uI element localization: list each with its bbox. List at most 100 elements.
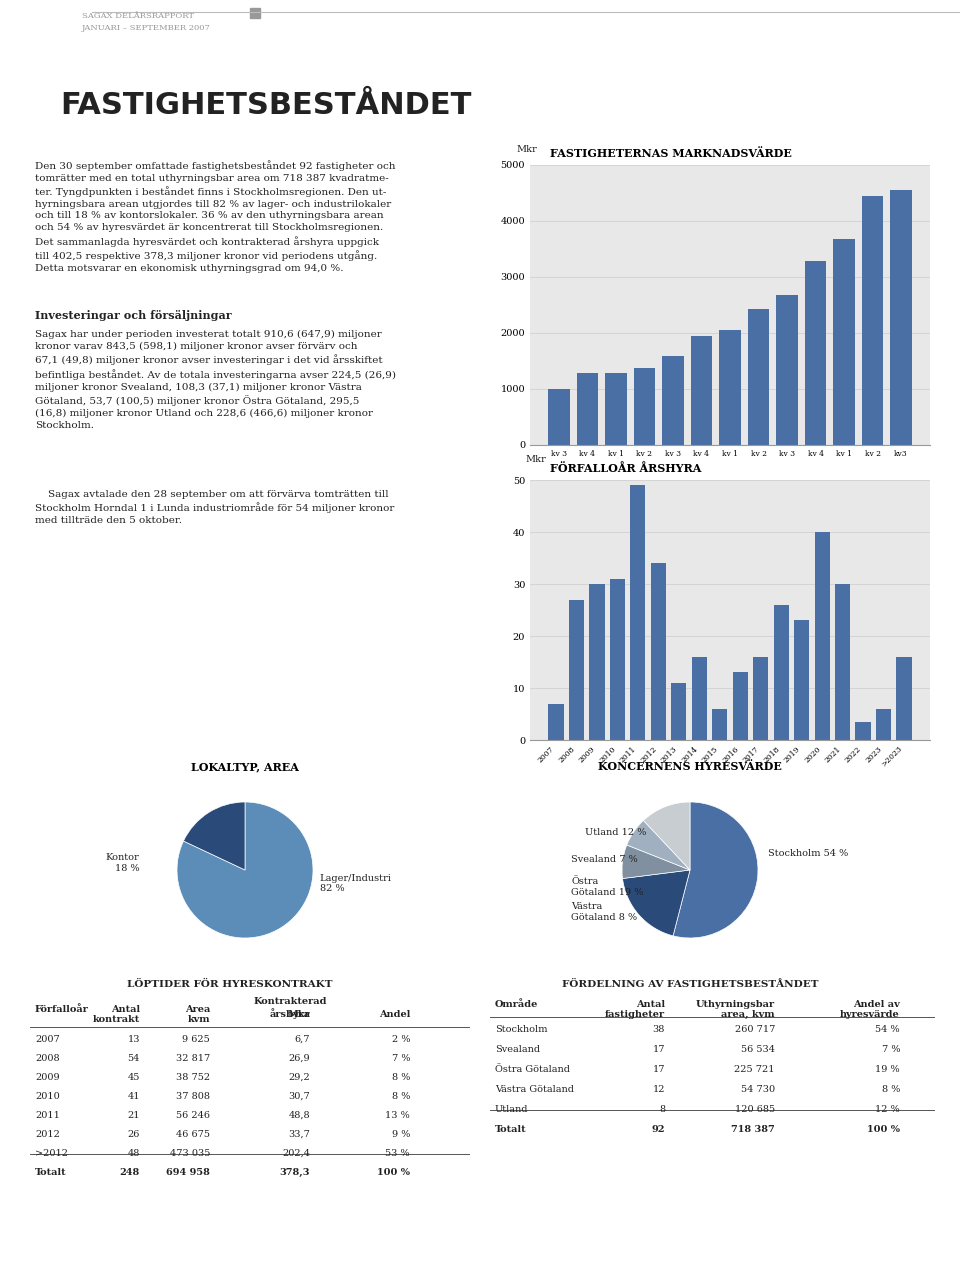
Text: Mkr: Mkr [287, 1010, 310, 1019]
Text: 38: 38 [653, 1026, 665, 1034]
Bar [891, 190, 912, 445]
Text: 13 %: 13 % [385, 1111, 410, 1120]
Title: KONCERNENS HYRESVÄRDE: KONCERNENS HYRESVÄRDE [598, 762, 782, 772]
Text: Östra
Götaland 19 %: Östra Götaland 19 % [571, 878, 643, 897]
Text: 54: 54 [128, 1054, 140, 1063]
Text: Den 30 september omfattade fastighetsbeståndet 92 fastigheter och
tomrätter med : Den 30 september omfattade fastighetsbes… [35, 161, 396, 273]
Text: 225 721: 225 721 [734, 1065, 775, 1074]
Text: 38 752: 38 752 [176, 1073, 210, 1082]
Text: Area
kvm: Area kvm [184, 1005, 210, 1024]
Text: Västra Götaland: Västra Götaland [495, 1085, 574, 1094]
Bar [814, 533, 829, 740]
Text: Västra
Götaland 8 %: Västra Götaland 8 % [571, 902, 637, 922]
Bar [634, 368, 655, 445]
Text: Svealand: Svealand [495, 1045, 540, 1054]
Bar [671, 683, 686, 740]
Bar [630, 485, 645, 740]
Wedge shape [622, 870, 690, 936]
Text: SAGAX DELÅRSRAPPORT: SAGAX DELÅRSRAPPORT [82, 11, 194, 20]
Text: 260 717: 260 717 [734, 1026, 775, 1034]
Text: Östra Götaland: Östra Götaland [495, 1065, 570, 1074]
Title: LOKALTYP, AREA: LOKALTYP, AREA [191, 762, 299, 772]
Text: 2008: 2008 [35, 1054, 60, 1063]
Text: 2007: 2007 [846, 489, 871, 499]
Text: 45: 45 [128, 1073, 140, 1082]
Bar [568, 600, 584, 740]
Wedge shape [627, 820, 690, 870]
Text: Totalt: Totalt [495, 1125, 527, 1134]
Text: 37 808: 37 808 [176, 1092, 210, 1101]
Text: 56 534: 56 534 [741, 1045, 775, 1054]
Bar [855, 722, 871, 740]
Text: Stockholm 54 %: Stockholm 54 % [768, 848, 849, 857]
Text: Svealand 7 %: Svealand 7 % [571, 855, 637, 864]
Bar [712, 708, 728, 740]
Wedge shape [183, 803, 245, 870]
Bar [250, 8, 260, 18]
Bar [691, 657, 707, 740]
Bar [651, 563, 666, 740]
Text: 2011: 2011 [35, 1111, 60, 1120]
Bar [732, 673, 748, 740]
Text: 17: 17 [653, 1045, 665, 1054]
Text: 100 %: 100 % [867, 1125, 900, 1134]
Text: Investeringar och försäljningar: Investeringar och försäljningar [35, 310, 231, 321]
Text: 54 %: 54 % [876, 1026, 900, 1034]
Text: 378,3: 378,3 [279, 1168, 310, 1177]
Bar [589, 583, 605, 740]
Text: Mkr: Mkr [516, 145, 537, 154]
Text: 30,7: 30,7 [288, 1092, 310, 1101]
Text: 8: 8 [659, 1105, 665, 1113]
Text: Sagax har under perioden investerat totalt 910,6 (647,9) miljoner
kronor varav 8: Sagax har under perioden investerat tota… [35, 330, 396, 429]
Text: 2012: 2012 [35, 1130, 60, 1139]
Text: Lager/Industri
82 %: Lager/Industri 82 % [320, 874, 392, 893]
Text: 2005: 2005 [618, 489, 642, 499]
Bar [804, 261, 827, 445]
Bar [777, 294, 798, 445]
Text: FASTIGHETSBESTÅNDET: FASTIGHETSBESTÅNDET [60, 90, 471, 120]
Text: JANUARI – SEPTEMBER 2007: JANUARI – SEPTEMBER 2007 [82, 24, 211, 32]
Text: Kontrakterad
årshyra: Kontrakterad årshyra [253, 998, 326, 1019]
Bar [753, 657, 768, 740]
Text: 100 %: 100 % [377, 1168, 410, 1177]
Text: Kontor
18 %: Kontor 18 % [106, 854, 139, 873]
Text: Mkr: Mkr [525, 455, 546, 465]
Bar [748, 310, 769, 445]
Bar [610, 578, 625, 740]
Bar [605, 373, 627, 445]
Bar [577, 373, 598, 445]
Text: Utland 12 %: Utland 12 % [585, 828, 646, 837]
Text: 12: 12 [653, 1085, 665, 1094]
Text: 46 675: 46 675 [176, 1130, 210, 1139]
Text: FÖRFALLOÅR ÅRSHYRA: FÖRFALLOÅR ÅRSHYRA [550, 462, 702, 474]
Text: Sagax avtalade den 28 september om att förvärva tomträtten till
Stockholm Hornda: Sagax avtalade den 28 september om att f… [35, 490, 395, 525]
Bar [833, 240, 854, 445]
Text: 120 685: 120 685 [734, 1105, 775, 1113]
Text: FÖRDELNING AV FASTIGHETSBESTÅNDET: FÖRDELNING AV FASTIGHETSBESTÅNDET [562, 980, 818, 989]
Text: 17: 17 [653, 1065, 665, 1074]
Wedge shape [177, 803, 313, 938]
Text: Område: Område [495, 1000, 539, 1009]
Text: Stockholm: Stockholm [495, 1026, 547, 1034]
Text: 26,9: 26,9 [288, 1054, 310, 1063]
Text: 48,8: 48,8 [288, 1111, 310, 1120]
Text: 13: 13 [128, 1034, 140, 1043]
Bar [548, 703, 564, 740]
Bar [691, 336, 712, 445]
Text: 21: 21 [128, 1111, 140, 1120]
Text: 9 %: 9 % [392, 1130, 410, 1139]
Bar [719, 330, 741, 445]
Text: 7 %: 7 % [392, 1054, 410, 1063]
Text: LÖPTIDER FÖR HYRESKONTRAKT: LÖPTIDER FÖR HYRESKONTRAKT [128, 980, 333, 989]
Text: FASTIGHETERNAS MARKNADSVÄRDE: FASTIGHETERNAS MARKNADSVÄRDE [550, 148, 792, 159]
Text: Uthyrningsbar
area, kvm: Uthyrningsbar area, kvm [696, 1000, 775, 1019]
Text: 26: 26 [128, 1130, 140, 1139]
Text: 92: 92 [652, 1125, 665, 1134]
Text: Utland: Utland [495, 1105, 529, 1113]
Text: Antal
kontrakt: Antal kontrakt [93, 1005, 140, 1024]
Bar [862, 196, 883, 445]
Text: >2012: >2012 [35, 1149, 68, 1158]
Text: 53 %: 53 % [385, 1149, 410, 1158]
Text: 202,4: 202,4 [282, 1149, 310, 1158]
Text: Andel av
hyresvärde: Andel av hyresvärde [840, 1000, 900, 1019]
